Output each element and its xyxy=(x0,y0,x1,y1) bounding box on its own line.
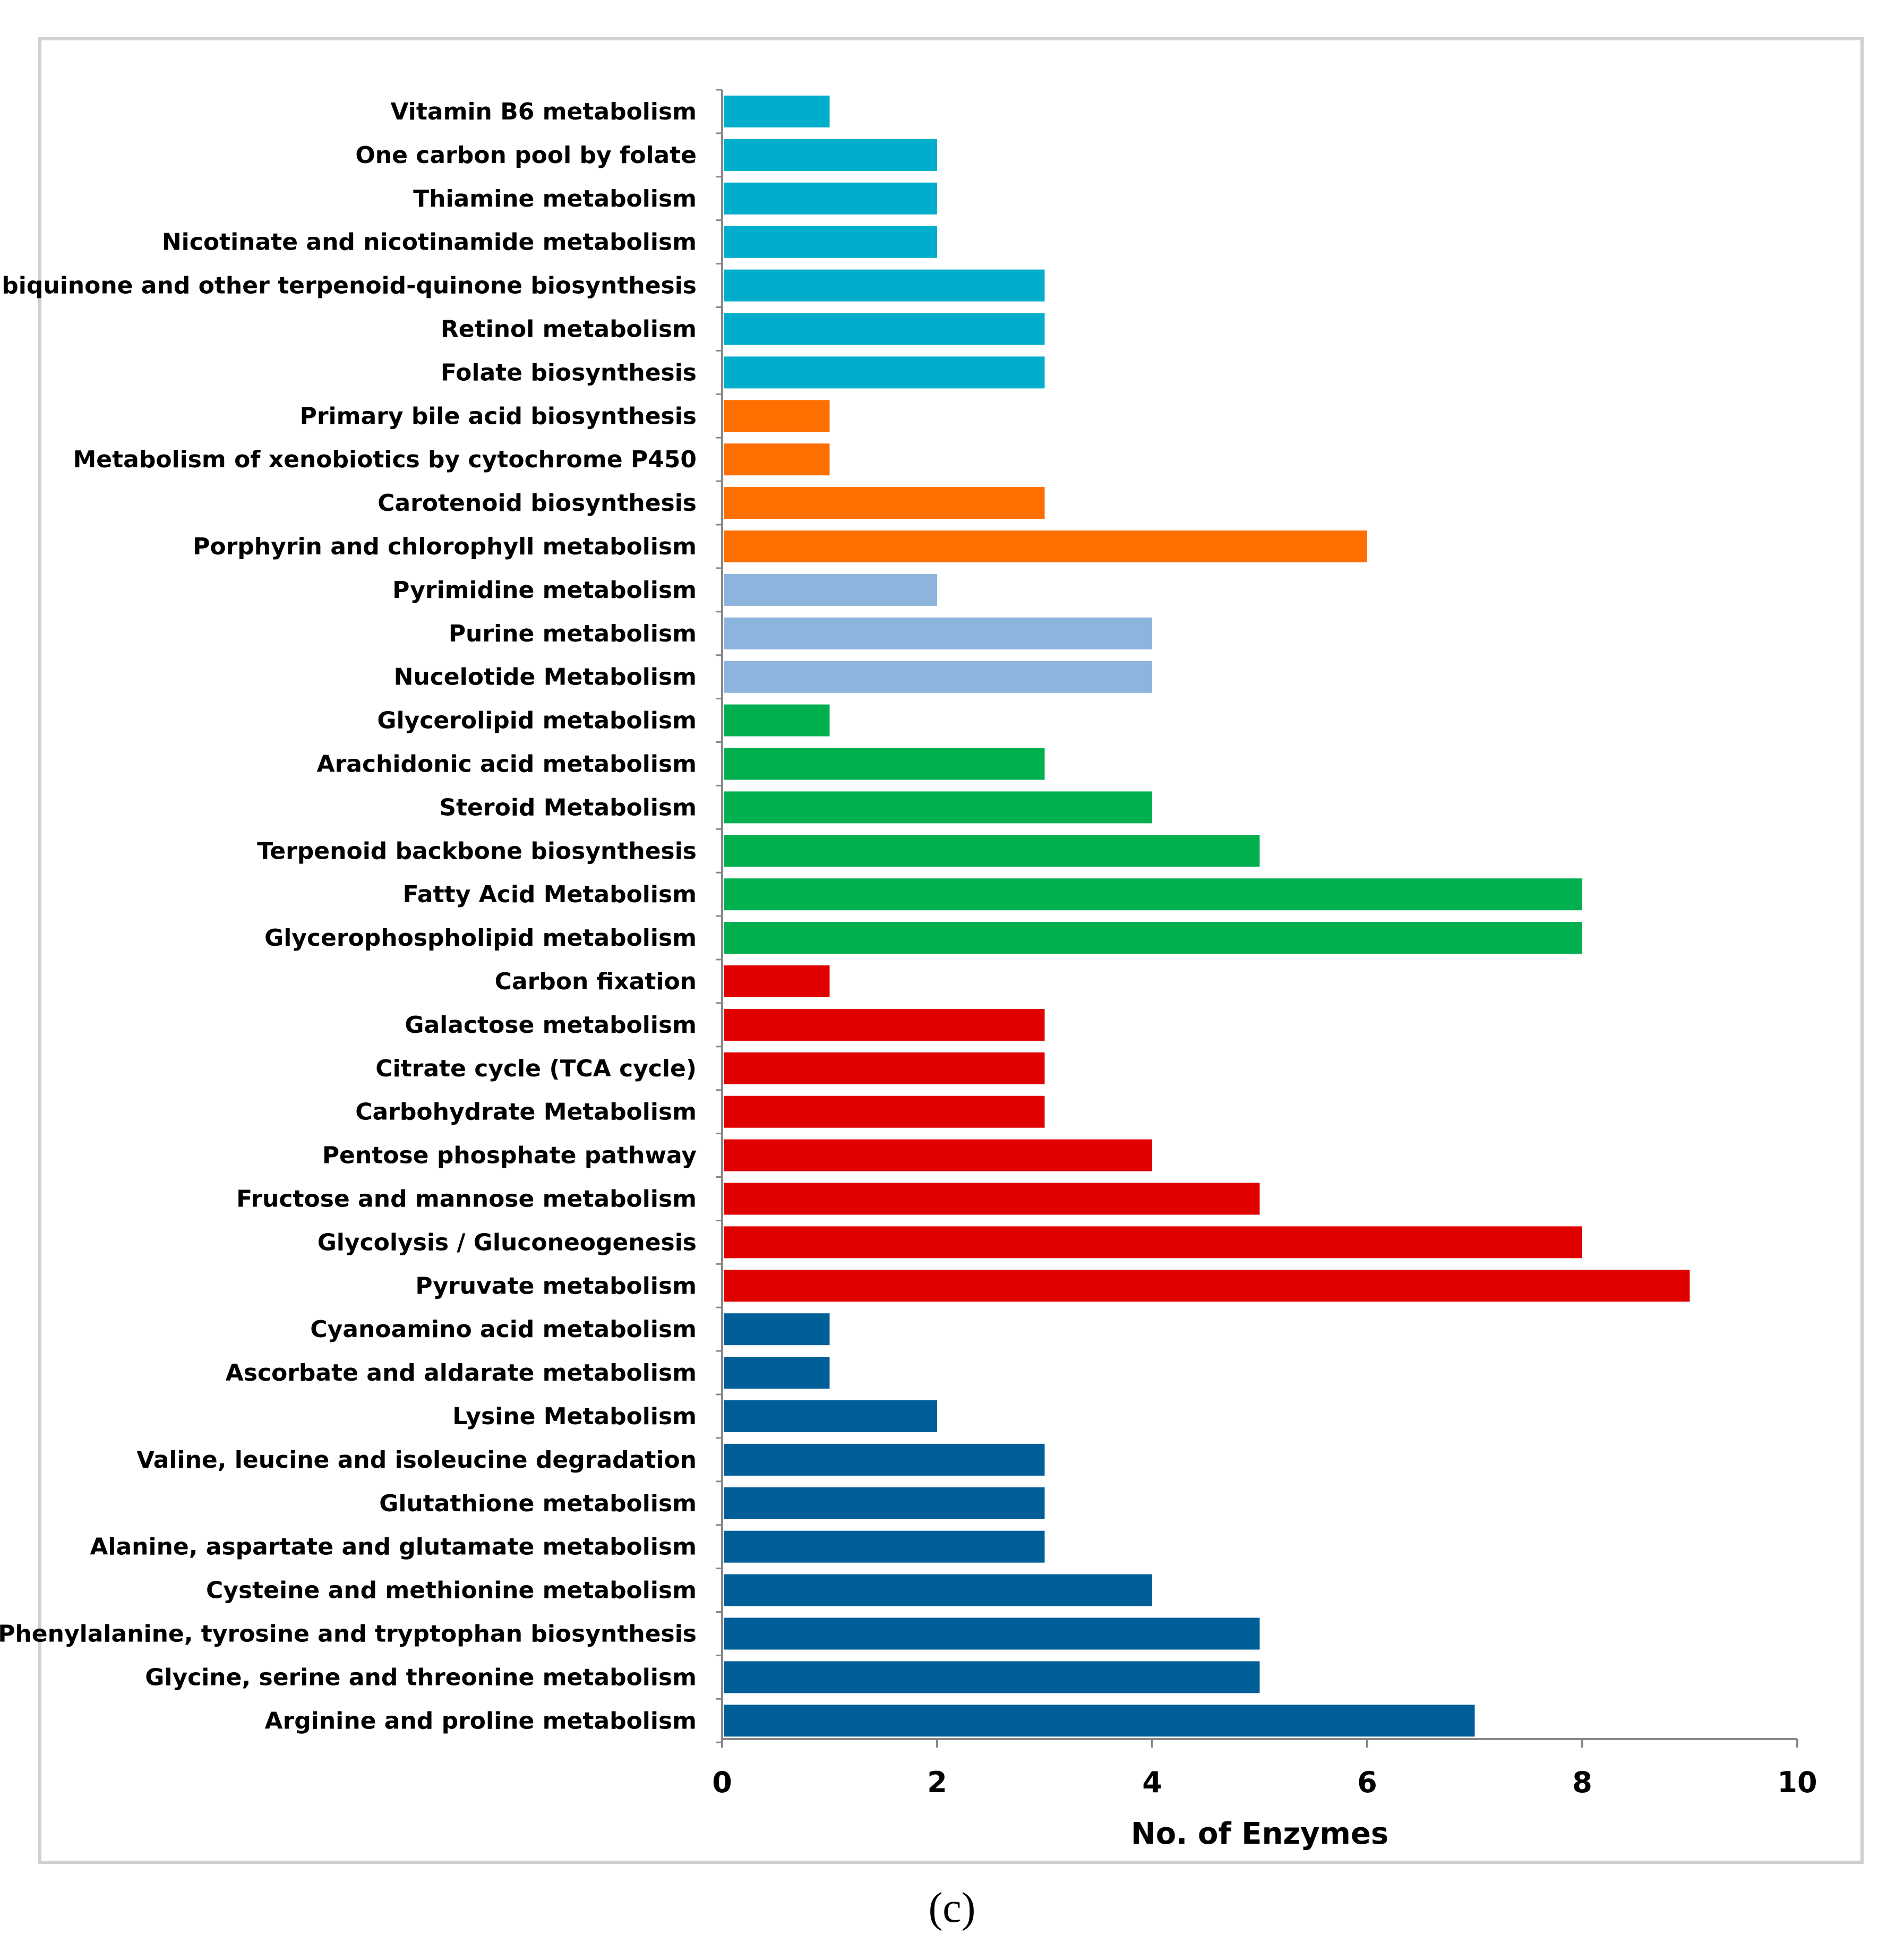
bar xyxy=(724,1095,1045,1128)
category-label: Carbon fixation xyxy=(495,968,697,995)
category-label: Galactose metabolism xyxy=(405,1012,697,1039)
category-labels: Vitamin B6 metabolism One carbon pool by … xyxy=(0,98,697,1734)
category-label: Alanine, aspartate and glutamate metabol… xyxy=(90,1534,697,1561)
category-label: Arginine and proline metabolism xyxy=(265,1707,697,1734)
x-tick-label: 8 xyxy=(1572,1766,1592,1799)
bar xyxy=(724,1617,1260,1650)
bar xyxy=(724,661,1152,693)
category-label: Fatty Acid Metabolism xyxy=(402,881,697,908)
bar xyxy=(724,96,830,127)
bar xyxy=(724,574,937,606)
category-label: Glutathione metabolism xyxy=(379,1490,697,1517)
x-tick-label: 0 xyxy=(712,1766,732,1799)
bar xyxy=(724,1052,1045,1084)
bar xyxy=(724,922,1582,954)
bar xyxy=(724,1270,1690,1302)
bar xyxy=(724,878,1582,911)
bar xyxy=(724,748,1045,780)
category-label: Primary bile acid biosynthesis xyxy=(300,403,697,430)
bar xyxy=(724,1357,830,1389)
category-label: Glycerophospholipid metabolism xyxy=(264,925,697,952)
bar xyxy=(724,1574,1152,1606)
category-label: Nucelotide Metabolism xyxy=(394,664,697,691)
category-label: Nicotinate and nicotinamide metabolism xyxy=(162,229,697,256)
bar xyxy=(724,487,1045,519)
category-label: One carbon pool by folate xyxy=(355,142,697,169)
x-tick-label: 10 xyxy=(1777,1766,1817,1799)
category-label: Carbohydrate Metabolism xyxy=(355,1099,697,1126)
category-label: Phenylalanine, tyrosine and tryptophan b… xyxy=(0,1621,697,1648)
bar xyxy=(724,835,1260,867)
category-label: Pentose phosphate pathway xyxy=(322,1142,697,1169)
bar xyxy=(724,139,937,171)
bar xyxy=(724,617,1152,649)
category-label: Cyanoamino acid metabolism xyxy=(310,1316,697,1343)
category-label: Retinol metabolism xyxy=(441,316,697,343)
category-label: Purine metabolism xyxy=(449,620,697,647)
category-label: Glycolysis / Gluconeogenesis xyxy=(318,1229,697,1256)
category-label: Glycerolipid metabolism xyxy=(377,707,697,734)
x-axis-title: No. of Enzymes xyxy=(1131,1817,1388,1851)
category-label: Glycine, serine and threonine metabolism xyxy=(145,1664,697,1691)
bar xyxy=(724,791,1152,824)
category-label: Citrate cycle (TCA cycle) xyxy=(375,1055,697,1082)
x-tick-label: 4 xyxy=(1142,1766,1162,1799)
bar xyxy=(724,182,937,215)
bars-layer xyxy=(724,96,1690,1737)
category-label: Terpenoid backbone biosynthesis xyxy=(257,837,697,864)
category-label: Pyrimidine metabolism xyxy=(392,577,697,604)
category-label: Fructose and mannose metabolism xyxy=(236,1186,697,1213)
category-label: Ubiquinone and other terpenoid-quinone b… xyxy=(0,272,697,299)
bar xyxy=(724,226,937,258)
bar xyxy=(724,1400,937,1432)
category-label: Folate biosynthesis xyxy=(441,359,697,386)
bar xyxy=(724,356,1045,389)
bar xyxy=(724,1139,1152,1171)
category-label: Thiamine metabolism xyxy=(413,185,697,212)
bar xyxy=(724,704,830,737)
panel-label: (c) xyxy=(928,1885,976,1931)
bar xyxy=(724,1313,830,1346)
category-label: Ascorbate and aldarate metabolism xyxy=(226,1359,697,1386)
bar xyxy=(724,1443,1045,1476)
category-label: Cysteine and methionine metabolism xyxy=(206,1577,697,1604)
category-label: Metabolism of xenobiotics by cytochrome … xyxy=(73,446,697,473)
bar xyxy=(724,1226,1582,1259)
bar xyxy=(724,313,1045,345)
axes: 0 2 4 6 8 10 No. of Enzymes xyxy=(712,89,1817,1851)
category-label: Pyruvate metabolism xyxy=(415,1272,697,1299)
bar xyxy=(724,1530,1045,1563)
bar xyxy=(724,400,830,432)
bar xyxy=(724,1008,1045,1041)
bar xyxy=(724,443,830,476)
category-label: Carotenoid biosynthesis xyxy=(378,490,697,517)
category-label: Porphyrin and chlorophyll metabolism xyxy=(193,533,697,560)
category-label: Lysine Metabolism xyxy=(452,1403,697,1430)
x-tick-label: 2 xyxy=(927,1766,947,1799)
bar xyxy=(724,269,1045,302)
x-tick-label: 6 xyxy=(1357,1766,1377,1799)
bar xyxy=(724,1487,1045,1519)
bar xyxy=(724,965,830,997)
bar xyxy=(724,1183,1260,1215)
category-label: Steroid Metabolism xyxy=(439,794,697,821)
bar xyxy=(724,1705,1475,1737)
bar xyxy=(724,1661,1260,1693)
category-label: Valine, leucine and isoleucine degradati… xyxy=(136,1446,697,1474)
category-label: Arachidonic acid metabolism xyxy=(317,751,697,778)
bar xyxy=(724,530,1367,562)
category-label: Vitamin B6 metabolism xyxy=(391,98,697,125)
